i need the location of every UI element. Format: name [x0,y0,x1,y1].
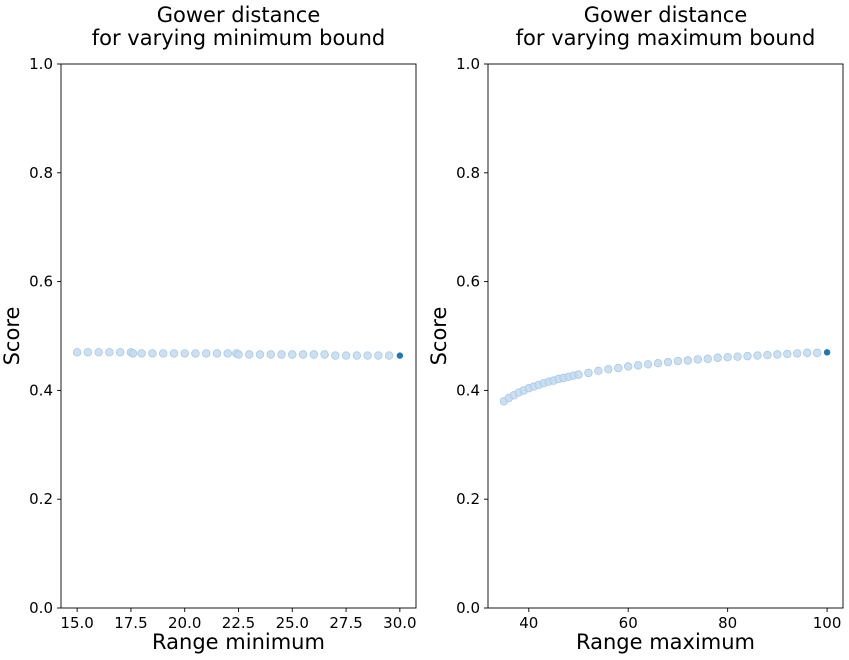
highlight-point [823,349,831,356]
axes-frame [487,63,844,609]
y-tick-label: 0.4 [456,381,480,399]
data-point [309,350,319,359]
data-point [202,349,211,358]
y-tick-label: 0.8 [456,164,480,182]
data-point [191,349,200,358]
data-point [320,350,329,359]
data-point [614,363,623,373]
data-point [255,350,265,359]
y-tick-label: 1.0 [29,55,53,73]
data-point [594,366,603,376]
data-point [331,351,340,360]
data-point [673,356,683,366]
x-tick-label: 40 [519,614,538,632]
chart-title-line: for varying minimum bound [92,26,386,50]
data-point [643,360,653,369]
data-point [384,351,394,360]
data-point [653,359,663,368]
x-tick-label: 20.0 [168,614,201,632]
chart-title-line: for varying maximum bound [516,26,816,50]
data-point [169,349,179,358]
x-tick-label: 27.5 [329,614,362,632]
data-point [148,349,157,358]
x-tick-label: 17.5 [114,614,147,632]
x-tick-label: 25.0 [276,614,309,632]
data-point [812,348,822,358]
data-point [574,370,583,379]
y-tick-label: 0.8 [29,164,53,182]
data-point [733,352,742,361]
data-point [693,355,703,364]
data-point [245,350,254,359]
data-point [624,362,633,371]
data-point [584,368,593,378]
y-tick-label: 1.0 [456,55,480,73]
data-point [94,348,103,357]
data-point [115,348,125,357]
data-point [277,350,286,359]
y-axis-label: Score [427,307,451,366]
x-tick-label: 100 [813,614,842,632]
x-tick-label: 60 [619,614,638,632]
x-tick-label: 30.0 [383,614,416,632]
data-point [223,349,232,358]
data-point [723,353,732,362]
data-point [363,351,372,360]
data-point [72,348,82,357]
x-tick-label: 80 [718,614,737,632]
chart-title-line: Gower distance [584,3,748,27]
x-axis-label: Range minimum [152,630,325,654]
y-tick-label: 0.0 [456,599,480,617]
y-tick-label: 0.6 [456,273,480,291]
data-point [683,356,693,365]
data-point [633,361,643,370]
data-point [743,351,752,361]
data-point [180,349,189,358]
data-point [83,348,93,357]
axes-frame [60,63,417,609]
y-tick-label: 0.2 [456,490,480,508]
data-point [803,348,812,358]
x-axis-label: Range maximum [576,630,755,654]
data-point [266,350,275,359]
y-tick-label: 0.0 [29,599,53,617]
data-point [374,351,383,360]
x-tick-label: 22.5 [222,614,255,632]
x-tick-label: 15.0 [60,614,93,632]
data-point [713,353,722,362]
data-point [763,350,772,360]
data-point [288,350,297,359]
data-point [604,364,613,374]
data-point [298,350,308,359]
y-tick-label: 0.4 [29,381,53,399]
data-point [753,351,762,360]
y-axis-label: Score [0,307,24,366]
y-tick-label: 0.6 [29,273,53,291]
highlight-point [396,352,404,359]
y-tick-label: 0.2 [29,490,53,508]
data-point [341,351,351,360]
data-point [158,349,168,358]
data-point [234,350,243,359]
data-point [352,351,362,360]
data-point [212,349,222,358]
data-point [783,349,792,359]
data-point [793,349,802,358]
chart-title-line: Gower distance [157,3,321,27]
data-point [663,357,673,367]
data-point [703,354,712,364]
data-point [773,350,782,359]
data-point [105,348,114,357]
data-point [128,349,138,358]
data-point [137,349,146,358]
